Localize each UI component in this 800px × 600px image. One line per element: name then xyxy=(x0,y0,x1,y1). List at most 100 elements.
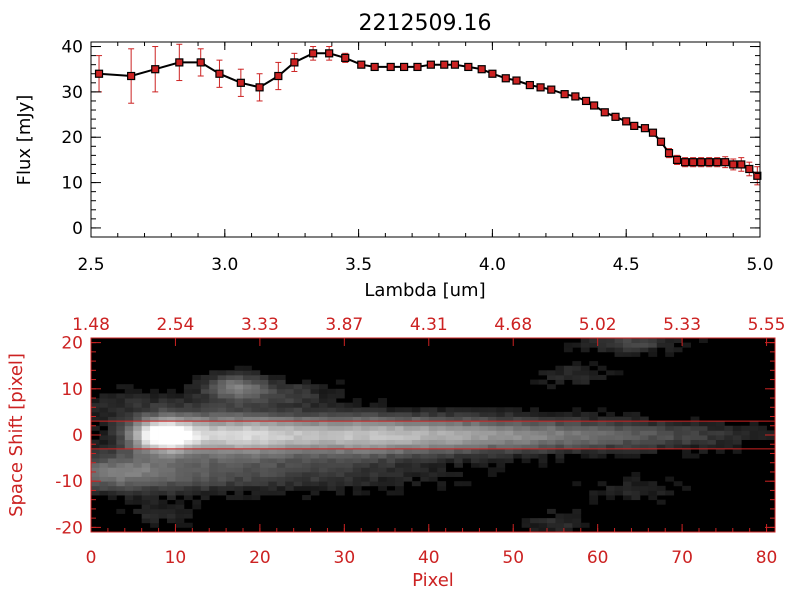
image-pixel xyxy=(133,467,143,473)
image-pixel xyxy=(259,453,269,459)
image-pixel xyxy=(251,430,261,436)
image-pixel xyxy=(682,425,691,431)
image-pixel xyxy=(209,481,219,487)
image-pixel xyxy=(521,522,531,528)
image-pixel xyxy=(183,522,193,528)
image-pixel xyxy=(243,365,252,371)
image-pixel xyxy=(673,421,683,427)
image-pixel xyxy=(344,421,354,427)
image-pixel xyxy=(285,481,295,487)
image-pixel xyxy=(124,495,134,501)
image-pixel xyxy=(555,374,565,380)
image-pixel xyxy=(732,439,742,445)
image-pixel xyxy=(259,490,269,496)
image-pixel xyxy=(268,425,278,431)
image-pixel xyxy=(479,448,489,454)
image-pixel xyxy=(192,458,202,464)
image-pixel xyxy=(530,518,539,524)
image-pixel xyxy=(335,453,345,459)
image-pixel xyxy=(614,351,624,357)
image-pixel xyxy=(107,458,117,464)
image-pixel xyxy=(285,462,295,468)
image-pixel xyxy=(504,407,514,413)
image-pixel xyxy=(141,485,151,491)
image-pixel xyxy=(378,402,387,408)
image-pixel xyxy=(167,416,176,422)
image-pixel xyxy=(293,453,303,459)
image-pixel xyxy=(192,425,202,431)
image-pixel xyxy=(200,476,210,482)
image-pixel xyxy=(538,425,548,431)
image-pixel xyxy=(268,467,278,473)
image-pixel xyxy=(234,444,244,450)
image-pixel xyxy=(234,416,244,422)
data-point xyxy=(151,65,160,74)
data-point xyxy=(370,62,379,72)
image-pixel xyxy=(107,462,117,468)
image-pixel xyxy=(327,416,337,422)
image-pixel xyxy=(530,416,539,422)
image-pixel xyxy=(682,453,691,459)
image-pixel xyxy=(403,416,413,422)
image-pixel xyxy=(361,407,371,413)
image-pixel xyxy=(133,462,143,468)
image-pixel xyxy=(310,407,320,413)
image-pixel xyxy=(183,425,193,431)
image-pixel xyxy=(504,421,514,427)
image-pixel xyxy=(420,471,430,477)
image-pixel xyxy=(175,425,185,431)
image-pixel xyxy=(538,527,548,533)
image-pixel xyxy=(589,444,599,450)
image-pixel xyxy=(167,439,176,445)
image-pixel xyxy=(462,411,472,417)
image-pixel xyxy=(487,421,497,427)
image-pixel xyxy=(319,458,328,464)
image-pixel xyxy=(361,430,371,436)
image-pixel xyxy=(175,416,185,422)
image-pixel xyxy=(319,448,328,454)
image-pixel xyxy=(234,485,244,491)
image-pixel xyxy=(395,435,404,441)
image-pixel xyxy=(648,439,658,445)
image-pixel xyxy=(614,444,624,450)
image-pixel xyxy=(192,462,202,468)
image-pixel xyxy=(335,416,345,422)
image-pixel xyxy=(411,425,421,431)
image-pixel xyxy=(302,421,311,427)
image-pixel xyxy=(158,504,168,510)
image-pixel xyxy=(386,439,396,445)
image-pixel xyxy=(572,522,582,528)
image-pixel xyxy=(496,458,506,464)
image-pixel xyxy=(352,411,362,417)
top-axis-tick-label: 5.55 xyxy=(748,315,786,335)
image-pixel xyxy=(200,393,210,399)
image-pixel xyxy=(310,481,320,487)
image-pixel xyxy=(91,471,100,477)
image-pixel xyxy=(563,425,573,431)
image-pixel xyxy=(175,398,185,404)
image-pixel xyxy=(648,481,658,487)
image-pixel xyxy=(175,490,185,496)
image-pixel xyxy=(386,476,396,482)
image-pixel xyxy=(234,402,244,408)
image-pixel xyxy=(259,435,269,441)
image-pixel xyxy=(369,471,379,477)
image-pixel xyxy=(403,411,413,417)
image-pixel xyxy=(361,421,371,427)
image-pixel xyxy=(411,444,421,450)
image-pixel xyxy=(411,467,421,473)
image-pixel xyxy=(699,444,708,450)
image-pixel xyxy=(226,421,235,427)
image-pixel xyxy=(386,462,396,468)
image-pixel xyxy=(572,379,582,385)
image-pixel xyxy=(547,448,556,454)
image-pixel xyxy=(411,458,421,464)
image-pixel xyxy=(116,430,126,436)
image-pixel xyxy=(276,379,286,385)
image-pixel xyxy=(623,485,632,491)
image-pixel xyxy=(133,508,143,514)
image-pixel xyxy=(639,425,649,431)
image-pixel xyxy=(158,458,168,464)
image-pixel xyxy=(234,374,244,380)
image-pixel xyxy=(749,435,759,441)
